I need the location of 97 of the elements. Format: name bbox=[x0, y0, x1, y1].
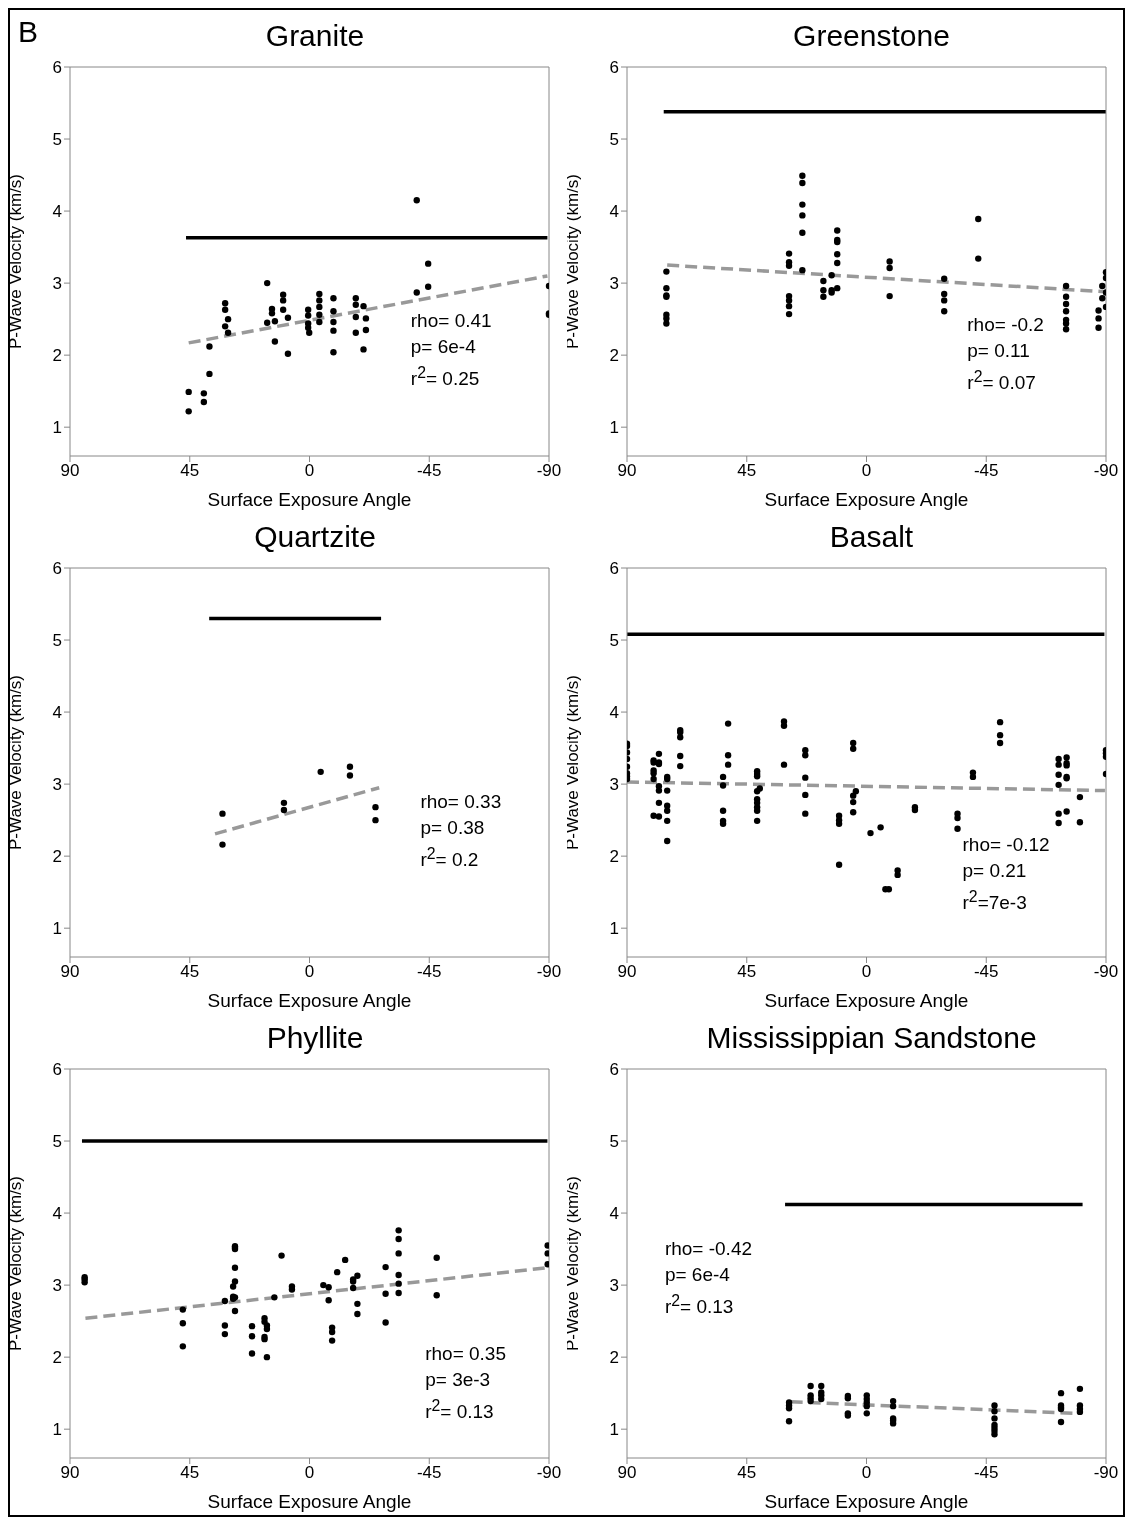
y-tick-label: 3 bbox=[609, 274, 619, 294]
y-tick-label: 3 bbox=[52, 775, 62, 795]
text: B bbox=[18, 15, 39, 48]
y-tick-label: 3 bbox=[609, 775, 619, 795]
x-tick-label: -45 bbox=[973, 1463, 999, 1483]
y-tick-label: 1 bbox=[52, 1420, 62, 1440]
annotation: p= 0.38 bbox=[420, 816, 486, 841]
y-tick-label: 1 bbox=[609, 919, 619, 939]
x-tick-label: 45 bbox=[180, 461, 200, 481]
x-tick-label: 90 bbox=[60, 1463, 80, 1483]
x-tick-label: 0 bbox=[304, 962, 315, 982]
y-tick-label: 4 bbox=[609, 703, 619, 723]
x-tick-label: -45 bbox=[973, 461, 999, 481]
x-tick-label: 90 bbox=[617, 461, 636, 481]
x-tick-label: -45 bbox=[416, 461, 442, 481]
y-tick-label: 5 bbox=[52, 1132, 62, 1152]
y-tick-label: 4 bbox=[52, 1204, 62, 1224]
x-tick-label: 90 bbox=[617, 962, 636, 982]
x-axis-title: Surface Exposure Angle bbox=[764, 489, 968, 510]
annotation: r$^{2}$= 0.13 bbox=[425, 1396, 495, 1425]
y-tick-label: 6 bbox=[609, 559, 619, 579]
annotation: rho= -0.2 bbox=[967, 312, 1044, 337]
x-tick-label: 45 bbox=[736, 1463, 756, 1483]
chart-title: Granite bbox=[265, 19, 365, 52]
annotation: r$^{2}$= 0.25 bbox=[410, 362, 481, 392]
y-tick-label: 6 bbox=[52, 58, 62, 78]
y-tick-label: 2 bbox=[52, 1348, 62, 1368]
chart-title: Basalt bbox=[828, 519, 915, 555]
x-tick-label: 90 bbox=[617, 1463, 636, 1483]
y-tick-label: 4 bbox=[609, 202, 619, 222]
y-tick-label: 2 bbox=[609, 1348, 619, 1368]
x-tick-label: -90 bbox=[536, 1463, 562, 1483]
y-tick-label: 3 bbox=[609, 1276, 619, 1296]
annotation: p= 6e-4 bbox=[410, 334, 477, 359]
annotation: p= 0.21 bbox=[962, 859, 1028, 884]
annotation: rho= 0.35 bbox=[425, 1342, 507, 1366]
x-tick-label: -90 bbox=[1093, 1463, 1118, 1483]
y-tick-label: 5 bbox=[609, 631, 619, 651]
annotation: p= 0.11 bbox=[967, 338, 1031, 363]
chart-title: Greenstone bbox=[792, 18, 951, 54]
y-tick-label: 3 bbox=[52, 274, 62, 294]
y-tick-label: 2 bbox=[609, 847, 619, 867]
y-tick-label: 1 bbox=[52, 919, 62, 939]
x-axis-title: Surface Exposure Angle bbox=[764, 1491, 968, 1512]
y-tick-label: 4 bbox=[52, 202, 62, 222]
x-tick-label: 45 bbox=[736, 962, 756, 982]
y-tick-label: 3 bbox=[52, 1276, 62, 1296]
annotation: r$^{2}$= 0.2 bbox=[420, 844, 480, 873]
y-tick-label: 1 bbox=[52, 418, 62, 438]
annotation: p= 6e-4 bbox=[664, 1262, 731, 1287]
annotation: p= 3e-3 bbox=[425, 1368, 492, 1392]
y-tick-label: 5 bbox=[52, 130, 62, 150]
x-tick-label: -90 bbox=[1093, 461, 1118, 481]
y-tick-label: 6 bbox=[609, 1060, 619, 1080]
y-tick-label: 4 bbox=[52, 703, 62, 723]
x-axis-title: Surface Exposure Angle bbox=[764, 990, 968, 1011]
y-tick-label: 5 bbox=[609, 130, 619, 150]
y-tick-label: 1 bbox=[609, 1420, 619, 1440]
y-tick-label: 6 bbox=[609, 58, 619, 78]
annotation: rho= 0.33 bbox=[420, 790, 502, 815]
x-tick-label: -45 bbox=[973, 962, 999, 982]
x-tick-label: 45 bbox=[736, 461, 756, 481]
chart-title: Phyllite bbox=[265, 1020, 365, 1056]
x-tick-label: 0 bbox=[861, 461, 871, 481]
chart-title: Mississippian Sandstone bbox=[705, 1020, 1038, 1056]
x-axis-title: Surface Exposure Angle bbox=[207, 1491, 412, 1512]
y-tick-label: 1 bbox=[609, 418, 619, 438]
x-tick-label: -90 bbox=[536, 962, 562, 982]
x-tick-label: 0 bbox=[861, 1463, 871, 1483]
x-tick-label: -90 bbox=[1093, 962, 1118, 982]
annotation: r$^{2}$= 0.13 bbox=[664, 1290, 735, 1319]
y-tick-label: 2 bbox=[609, 346, 619, 366]
y-tick-label: 4 bbox=[609, 1204, 619, 1224]
x-tick-label: -90 bbox=[536, 461, 562, 481]
annotation: rho= -0.12 bbox=[962, 833, 1050, 858]
x-tick-label: -45 bbox=[416, 1463, 442, 1483]
y-tick-label: 5 bbox=[52, 631, 62, 651]
x-tick-label: 45 bbox=[180, 962, 200, 982]
x-tick-label: 45 bbox=[180, 1463, 200, 1483]
annotation: rho= -0.42 bbox=[664, 1236, 753, 1261]
annotation: r$^{2}$=7e-3 bbox=[962, 887, 1028, 916]
y-tick-label: 2 bbox=[52, 847, 62, 867]
x-tick-label: 0 bbox=[304, 1463, 315, 1483]
annotation: rho= 0.41 bbox=[410, 308, 492, 333]
x-axis-title: Surface Exposure Angle bbox=[207, 990, 412, 1011]
x-tick-label: 90 bbox=[60, 962, 80, 982]
x-tick-label: 90 bbox=[60, 461, 80, 481]
y-tick-label: 5 bbox=[609, 1132, 619, 1152]
x-tick-label: -45 bbox=[416, 962, 442, 982]
y-tick-label: 2 bbox=[52, 346, 62, 366]
chart-title: Quartzite bbox=[253, 519, 377, 555]
x-tick-label: 0 bbox=[304, 461, 315, 481]
x-tick-label: 0 bbox=[861, 962, 871, 982]
y-tick-label: 6 bbox=[52, 559, 62, 579]
y-tick-label: 6 bbox=[52, 1060, 62, 1080]
annotation: r$^{2}$= 0.07 bbox=[967, 366, 1037, 395]
x-axis-title: Surface Exposure Angle bbox=[207, 489, 412, 510]
